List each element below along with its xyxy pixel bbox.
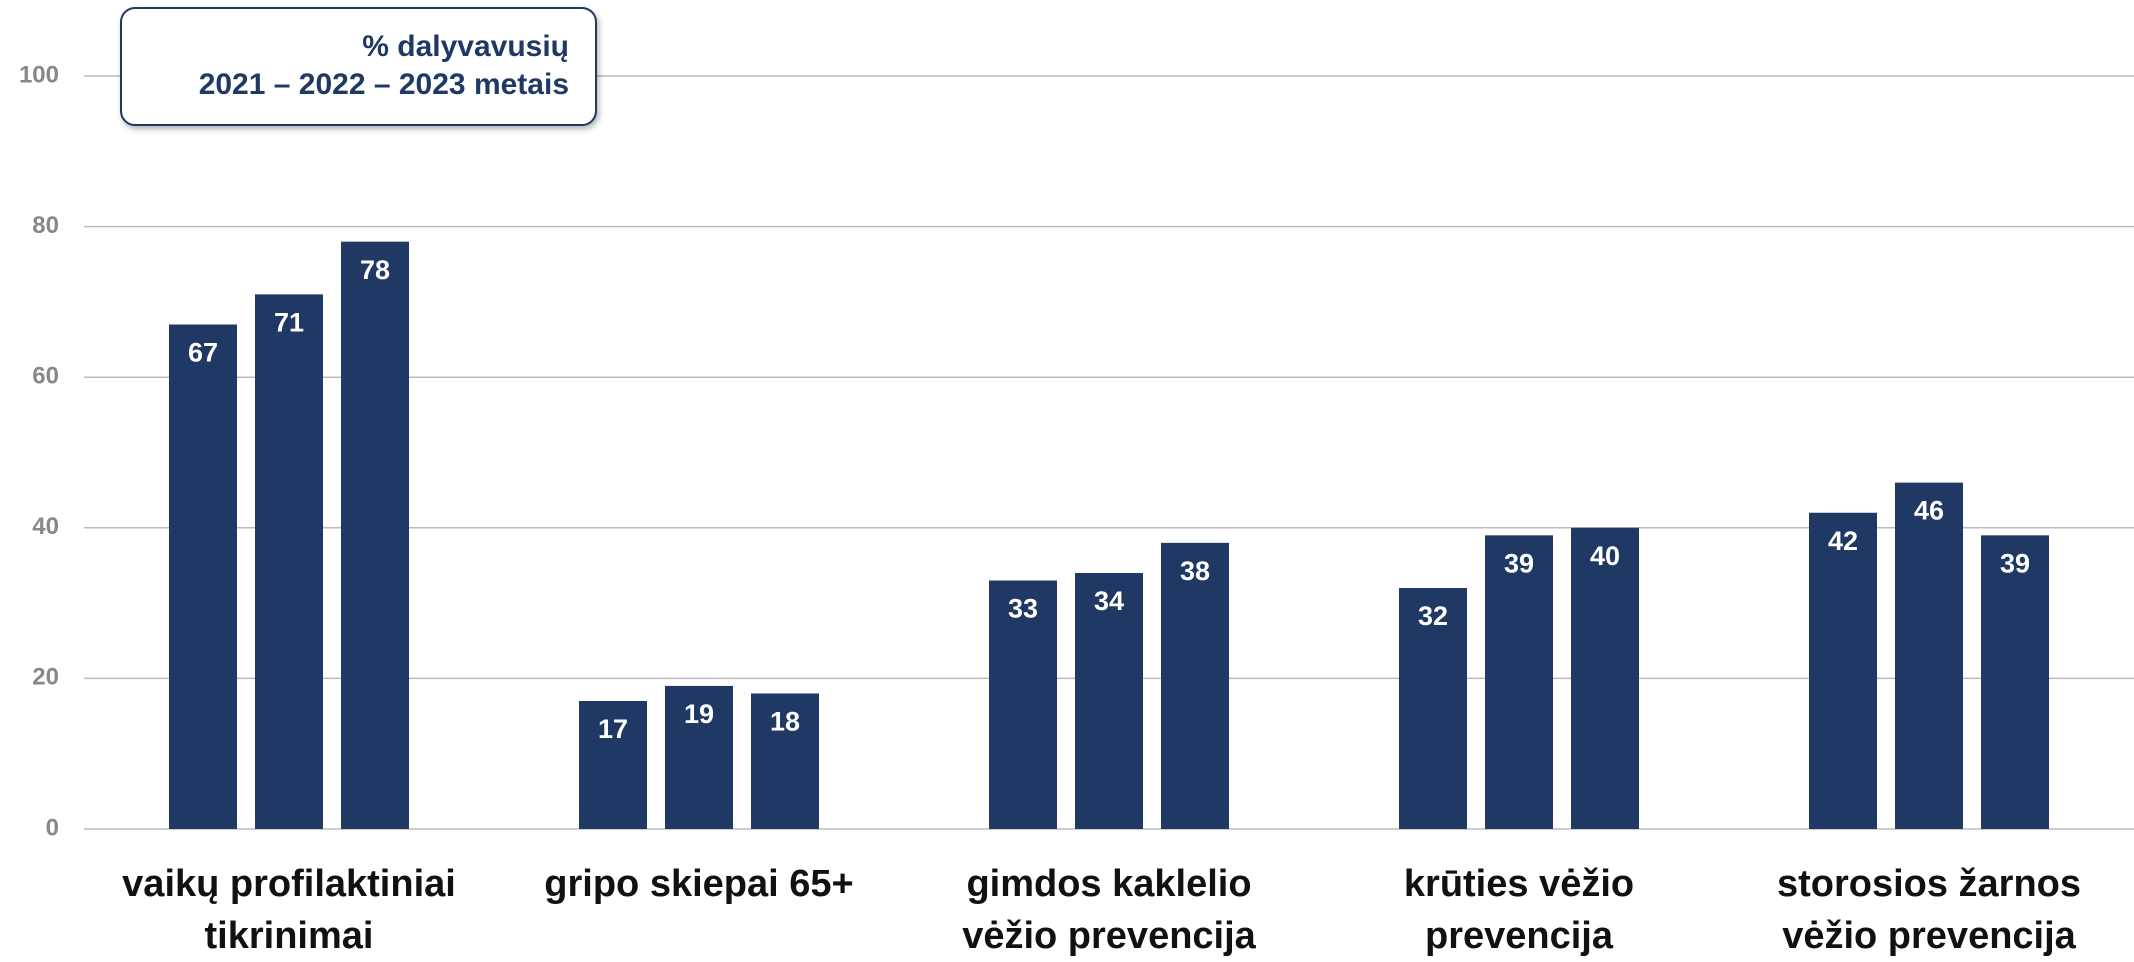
data-label: 17 bbox=[598, 714, 628, 744]
bar bbox=[341, 241, 409, 829]
data-label: 67 bbox=[188, 338, 218, 368]
bar bbox=[1895, 482, 1963, 829]
bar bbox=[255, 294, 323, 829]
data-label: 32 bbox=[1418, 601, 1448, 631]
y-tick-label: 100 bbox=[19, 61, 59, 88]
x-tick-label: gripo skiepai 65+ bbox=[544, 863, 854, 905]
data-label: 71 bbox=[274, 307, 304, 337]
data-label: 19 bbox=[684, 699, 714, 729]
data-label: 33 bbox=[1008, 594, 1038, 624]
annotation-line: 2021 – 2022 – 2023 metais bbox=[199, 68, 569, 101]
bar bbox=[1981, 535, 2049, 829]
data-label: 18 bbox=[770, 707, 800, 737]
y-tick-label: 20 bbox=[32, 664, 59, 691]
data-label: 78 bbox=[360, 255, 390, 285]
bar bbox=[169, 324, 237, 829]
bar bbox=[989, 580, 1057, 829]
x-tick-label: krūties vėžio prevencija bbox=[1403, 863, 1635, 957]
data-label: 38 bbox=[1180, 556, 1210, 586]
y-tick-label: 40 bbox=[32, 513, 59, 540]
annotation-line: % dalyvavusių bbox=[362, 30, 569, 63]
y-tick-label: 0 bbox=[46, 814, 59, 841]
bar bbox=[665, 685, 733, 829]
bar bbox=[1485, 535, 1553, 829]
data-label: 42 bbox=[1828, 526, 1858, 556]
bar bbox=[1161, 542, 1229, 829]
annotation-box bbox=[120, 7, 597, 126]
bar bbox=[1075, 572, 1143, 829]
y-tick-label: 80 bbox=[32, 212, 59, 239]
bar bbox=[1571, 527, 1639, 829]
data-label: 40 bbox=[1590, 541, 1620, 571]
data-label: 34 bbox=[1094, 586, 1124, 616]
data-label: 46 bbox=[1914, 496, 1944, 526]
bar bbox=[579, 700, 647, 829]
x-tick-label: vaikų profilaktiniai tikrinimai bbox=[122, 863, 456, 957]
x-tick-label: storosios žarnos vėžio prevencija bbox=[1776, 863, 2082, 957]
y-tick-label: 60 bbox=[32, 363, 59, 390]
data-label: 39 bbox=[2000, 548, 2030, 578]
bar bbox=[751, 693, 819, 829]
bar bbox=[1399, 588, 1467, 829]
x-tick-label: gimdos kaklelio vėžio prevencija bbox=[962, 863, 1256, 957]
data-label: 39 bbox=[1504, 548, 1534, 578]
bar bbox=[1809, 512, 1877, 829]
